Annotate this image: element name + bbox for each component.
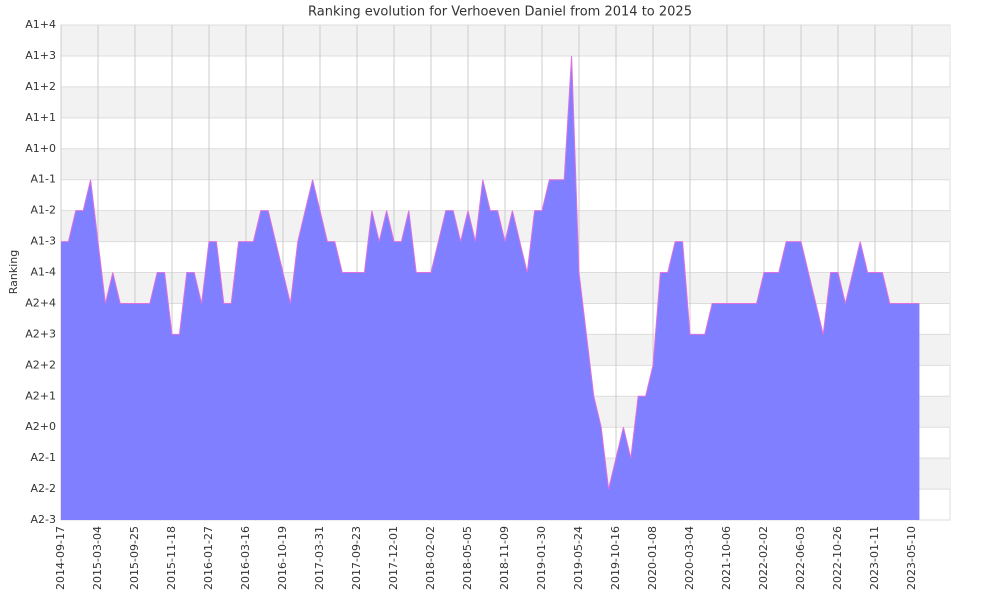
y-tick-label: A1+1 bbox=[25, 111, 56, 124]
x-tick-label: 2017-03-31 bbox=[313, 526, 326, 590]
y-tick-label: A2+0 bbox=[25, 420, 56, 433]
x-tick-label: 2015-03-04 bbox=[91, 526, 104, 590]
x-tick-label: 2019-10-16 bbox=[609, 526, 622, 590]
y-tick-label: A2-2 bbox=[31, 482, 57, 495]
y-tick-label: A2+4 bbox=[25, 296, 56, 309]
x-tick-label: 2019-05-24 bbox=[572, 526, 585, 590]
x-tick-label: 2022-02-02 bbox=[757, 526, 770, 590]
area bbox=[61, 55, 920, 520]
chart-title: Ranking evolution for Verhoeven Daniel f… bbox=[308, 5, 692, 20]
y-tick-label: A2+1 bbox=[25, 389, 56, 402]
y-tick-label: A2-1 bbox=[31, 451, 57, 464]
x-tick-label: 2016-03-16 bbox=[239, 526, 252, 590]
y-tick-label: A1+3 bbox=[25, 49, 56, 62]
x-tick-label: 2023-05-10 bbox=[905, 526, 918, 590]
y-tick-label: A2-3 bbox=[31, 513, 57, 526]
x-tick-label: 2016-01-27 bbox=[202, 526, 215, 590]
x-tick-label: 2020-03-04 bbox=[683, 526, 696, 590]
y-tick-label: A1-1 bbox=[31, 173, 57, 186]
y-tick-label: A2+3 bbox=[25, 327, 56, 340]
x-tick-label: 2015-11-18 bbox=[165, 526, 178, 590]
x-tick-label: 2022-06-03 bbox=[794, 526, 807, 590]
x-tick-label: 2023-01-11 bbox=[868, 526, 881, 590]
y-tick-label: A1+2 bbox=[25, 80, 56, 93]
y-axis-label: Ranking bbox=[7, 250, 20, 295]
x-tick-label: 2019-01-30 bbox=[535, 526, 548, 590]
y-tick-label: A1-4 bbox=[31, 266, 57, 279]
x-tick-label: 2015-09-25 bbox=[128, 526, 141, 590]
x-tick-label: 2017-12-01 bbox=[387, 526, 400, 590]
x-tick-label: 2022-10-26 bbox=[831, 526, 844, 590]
x-tick-label: 2017-09-23 bbox=[350, 526, 363, 590]
y-tick-label: A1-3 bbox=[31, 235, 57, 248]
line bbox=[61, 55, 920, 490]
y-tick-label: A2+2 bbox=[25, 358, 56, 371]
x-tick-label: 2018-11-09 bbox=[498, 526, 511, 590]
y-tick-label: A1+0 bbox=[25, 142, 56, 155]
y-tick-label: A1+4 bbox=[25, 18, 56, 31]
x-tick-label: 2016-10-19 bbox=[276, 526, 289, 590]
y-tick-label: A1-2 bbox=[31, 204, 57, 217]
x-tick-label: 2018-05-05 bbox=[461, 526, 474, 590]
x-tick-label: 2020-01-08 bbox=[646, 526, 659, 590]
x-tick-label: 2018-02-02 bbox=[424, 526, 437, 590]
x-tick-label: 2021-10-06 bbox=[720, 526, 733, 590]
x-tick-label: 2014-09-17 bbox=[54, 526, 67, 590]
